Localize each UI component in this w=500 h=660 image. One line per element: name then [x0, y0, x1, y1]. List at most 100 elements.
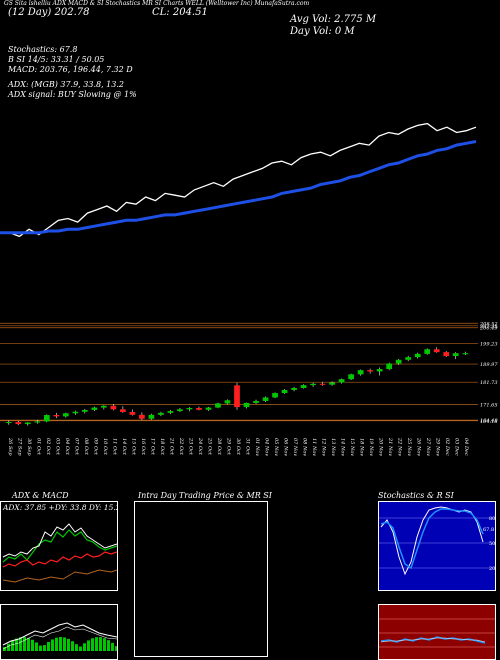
macd-histogram-bar	[103, 638, 106, 651]
stoch-tick-20: 20	[489, 566, 495, 572]
macd-histogram-bar	[19, 637, 22, 651]
macd-histogram-bar	[47, 641, 50, 651]
candle-body	[405, 357, 412, 360]
macd-histogram-bar	[15, 638, 18, 651]
macd-histogram-bar	[91, 638, 94, 651]
adx-minus-di-line	[2, 551, 117, 568]
candle-body	[72, 411, 79, 414]
y-tick-label: 207.35	[479, 324, 498, 330]
x-tick-label: 15 Oct	[130, 438, 136, 456]
candle-body	[129, 411, 136, 415]
x-tick-label: 29 Nov	[435, 437, 441, 456]
price-line	[0, 122, 477, 238]
x-tick-label: 03 Oct	[54, 438, 60, 456]
x-tick-label: 05 Nov	[273, 438, 279, 456]
x-tick-label: 07 Oct	[73, 438, 79, 456]
candle-body	[281, 389, 288, 394]
x-tick-label: 02 Dec	[444, 438, 450, 456]
macd-signal-line	[2, 626, 117, 650]
macd-histogram-bar	[63, 637, 66, 651]
x-tick-label: 01 Oct	[35, 438, 41, 456]
macd-histogram	[3, 637, 117, 651]
candle-body	[462, 353, 469, 355]
candle-body	[5, 422, 12, 424]
macd-histogram-bar	[87, 640, 90, 651]
x-tick-label: 30 Oct	[235, 438, 241, 456]
macd-histogram-bar	[75, 644, 78, 651]
candle-body	[215, 403, 221, 408]
x-tick-label: 26 Nov	[416, 437, 422, 456]
stoch-tick-80: 80	[489, 516, 495, 522]
x-tick-label: 09 Oct	[92, 438, 98, 456]
x-tick-label: 22 Oct	[178, 437, 184, 456]
x-tick-label: 28 Oct	[216, 437, 222, 456]
x-tick-label: 17 Oct	[149, 438, 155, 456]
x-tick-label: 26 Sep	[7, 437, 13, 456]
y-tick-label: 171.65	[480, 402, 498, 408]
y-tick-label: 181.73	[480, 380, 498, 386]
macd-chart	[2, 622, 117, 651]
stoch-current-value: 67.8	[483, 527, 494, 533]
candle-body	[43, 415, 50, 422]
x-tick-label: 15 Nov	[349, 438, 355, 456]
candle-body	[414, 353, 421, 358]
rsi-panel	[378, 604, 496, 660]
stochastics-readout: Stochastics: 67.8	[8, 45, 78, 54]
candle-body	[62, 413, 69, 417]
x-tick-label: 10 Oct	[102, 438, 108, 456]
candle-body	[148, 414, 155, 419]
candle-body	[452, 353, 459, 357]
candle-body	[167, 411, 174, 413]
macd-histogram-bar	[51, 639, 54, 651]
x-tick-label: 06 Nov	[283, 438, 289, 456]
price-line: (12 Day) 202.78	[8, 7, 90, 18]
moving-average-line	[0, 140, 477, 235]
day-vol: Day Vol: 0 M	[290, 26, 355, 37]
rsi-chart	[379, 618, 495, 648]
adx-signal-line	[2, 569, 117, 583]
macd-histogram-bar	[23, 637, 26, 651]
macd-line	[2, 622, 117, 646]
x-tick-label: 27 Sep	[16, 437, 22, 456]
macd-histogram-bar	[115, 646, 117, 651]
y-tick-label: 199.23	[480, 342, 498, 348]
x-tick-label: 08 Oct	[83, 438, 89, 456]
macd-histogram-bar	[11, 640, 14, 651]
close-line: CL: 204.51	[152, 7, 208, 18]
candle-body	[53, 415, 60, 417]
candle-body	[120, 409, 126, 412]
x-tick-label: 25 Oct	[206, 437, 212, 456]
x-tick-label: 20 Nov	[378, 437, 384, 456]
x-tick-label: 19 Nov	[368, 438, 374, 456]
adx-panel-title: ADX & MACD	[12, 491, 69, 500]
macd-histogram-bar	[31, 639, 34, 651]
macd-panel	[0, 604, 118, 660]
candle-body	[186, 408, 193, 410]
candle-body	[81, 409, 88, 412]
candle-body	[376, 369, 383, 372]
y-tick-label: 164.48	[480, 418, 498, 424]
adx-lines	[2, 523, 117, 583]
macd-histogram-bar	[67, 638, 70, 651]
x-tick-label: 27 Nov	[425, 437, 431, 456]
stoch-d-line	[380, 508, 484, 570]
x-tick-label: 11 Nov	[311, 438, 317, 456]
candle-body	[177, 409, 183, 412]
x-tick-label: 14 Oct	[121, 438, 127, 456]
candle-body	[443, 352, 450, 357]
macd-histogram-bar	[95, 637, 98, 651]
macd-histogram-bar	[111, 642, 114, 651]
adx-readout: ADX: (MGB) 37.9, 33.8, 13.2	[8, 80, 124, 89]
adx-panel: ADX: 37.85 +DY: 33.8 DY: 15.24	[0, 501, 118, 591]
y-tick-label: 189.97	[480, 362, 498, 368]
candle-body	[386, 363, 393, 370]
candle-body	[224, 400, 231, 404]
x-tick-label: 04 Dec	[463, 438, 469, 456]
x-tick-label: 16 Oct	[140, 438, 146, 456]
macd-histogram-bar	[39, 645, 42, 651]
x-tick-label: 02 Oct	[45, 438, 51, 456]
x-tick-label: 14 Nov	[340, 438, 346, 456]
candle-body	[338, 379, 345, 383]
x-tick-label: 12 Nov	[321, 438, 327, 456]
